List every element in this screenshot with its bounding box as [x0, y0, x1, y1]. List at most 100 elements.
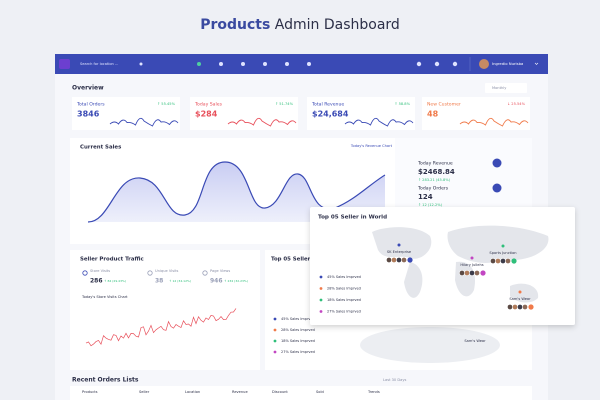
nav-icon[interactable] [285, 62, 289, 66]
map-pin[interactable] [518, 290, 522, 294]
stat-icon [202, 270, 208, 276]
user-avatar[interactable] [479, 59, 489, 69]
popup-title: Top 05 Seller in World [318, 215, 387, 221]
stat-card [190, 97, 298, 130]
card-value: 3846 [77, 110, 100, 119]
chart-title: Today's Revenue Chart [350, 144, 393, 148]
seller-avatar[interactable] [517, 304, 523, 310]
seller-avatar[interactable] [474, 270, 480, 276]
legend-label: 45% Sales Imprved [281, 317, 315, 321]
period-dropdown[interactable] [485, 83, 527, 93]
section-title: Overview [72, 85, 104, 92]
stat-label: Unique Visits [155, 269, 178, 273]
column-header: Discount [272, 390, 288, 394]
column-header: Location [185, 390, 200, 394]
legend-dot [273, 339, 277, 343]
card-change: ↓ 25.54% [507, 102, 525, 106]
legend-label: 27% Sales Imprved [327, 310, 361, 314]
seller-avatar[interactable] [507, 304, 513, 310]
map-pin[interactable] [470, 256, 474, 260]
column-header: Sold [316, 390, 324, 394]
column-header: Revenue [232, 390, 248, 394]
message-icon[interactable] [434, 61, 440, 67]
seller-avatar[interactable] [396, 257, 402, 263]
map-land [455, 261, 476, 297]
stat-change: ↑ 12 (34.12%) [169, 279, 191, 283]
period-label[interactable]: Monthly [492, 86, 507, 90]
seller-avatar[interactable] [490, 258, 496, 264]
seller-avatar[interactable] [459, 270, 465, 276]
nav-icon[interactable] [241, 62, 245, 66]
column-header: Trends [367, 390, 380, 394]
user-name[interactable]: Ingredio Nurisba [492, 61, 523, 66]
stat-change: ↑ 84 (29.43%) [104, 279, 126, 283]
stat-label: Today Orders [417, 186, 449, 192]
seller-avatar[interactable] [522, 304, 528, 310]
seller-count[interactable] [528, 304, 534, 310]
legend-label: 18% Sales Imprved [281, 339, 315, 343]
panel-title: Seller Product Traffic [80, 257, 144, 263]
stat-button[interactable] [492, 183, 502, 193]
stat-card [422, 97, 530, 130]
stat-label: Store Visits [90, 269, 110, 273]
seller-avatar[interactable] [401, 257, 407, 263]
seller-avatar[interactable] [505, 258, 511, 264]
stat-value: 124 [418, 193, 433, 201]
sales-line [87, 161, 386, 223]
settings-icon[interactable] [452, 61, 458, 67]
seller-count[interactable] [480, 270, 486, 276]
stat-card [72, 97, 180, 130]
map-pin[interactable] [397, 243, 401, 247]
seller-avatar[interactable] [391, 257, 397, 263]
logo[interactable] [59, 59, 70, 69]
card-label: Total Revenue [311, 102, 344, 108]
visits-line [85, 308, 237, 347]
card-label: Today Sales [194, 102, 223, 108]
seller-avatar[interactable] [512, 304, 518, 310]
legend-dot [273, 328, 277, 332]
seller-count[interactable] [407, 257, 413, 263]
stat-change: ↑ 12 (12.2%) [418, 203, 443, 207]
nav-icon[interactable] [307, 62, 311, 66]
stat-label: Page Views [210, 269, 230, 273]
panel-title: Top 05 Seller [271, 257, 311, 263]
seller-count[interactable] [511, 258, 517, 264]
stat-value: 946 [210, 278, 223, 285]
map-label: SK Enterprise [387, 250, 412, 254]
sales-area [88, 162, 385, 222]
map-land [360, 327, 500, 363]
map-pin[interactable] [501, 244, 505, 248]
legend-dot [319, 298, 323, 302]
legend-label: 28% Sales Imprved [281, 328, 315, 332]
legend-label: 45% Sales Imprved [327, 275, 361, 279]
search-icon[interactable] [139, 62, 143, 66]
nav-icon[interactable] [263, 62, 267, 66]
seller-avatar[interactable] [500, 258, 506, 264]
legend-label: 27% Sales Imprved [281, 350, 315, 354]
stat-button[interactable] [492, 158, 502, 168]
legend-dot [273, 350, 277, 354]
nav-icon[interactable] [197, 62, 201, 66]
notification-icon[interactable] [416, 61, 422, 67]
map-label: Sports Junction [489, 251, 516, 255]
stat-icon [82, 270, 88, 276]
period-dropdown[interactable]: Last 30 Days [383, 378, 406, 382]
nav-icon[interactable] [219, 62, 223, 66]
card-value: 48 [427, 110, 439, 119]
title-rest: Admin Dashboard [275, 17, 400, 33]
legend-dot [319, 275, 323, 279]
seller-avatar[interactable] [464, 270, 470, 276]
section-title: Recent Orders Lists [72, 377, 139, 384]
map-label: Sam's Wear [509, 297, 531, 301]
seller-avatar[interactable] [386, 257, 392, 263]
orders-table [70, 386, 532, 400]
seller-avatar[interactable] [469, 270, 475, 276]
search-box[interactable]: Search for location ... [80, 62, 118, 66]
stat-change: ↑ 283.21 (45.8%) [418, 178, 451, 182]
user-menu-arrow[interactable] [534, 62, 539, 65]
chart-title: Today's Store Visits Chart [81, 295, 128, 299]
panel-title: Current Sales [80, 145, 121, 151]
stat-value: 286 [90, 278, 103, 285]
seller-avatar[interactable] [495, 258, 501, 264]
